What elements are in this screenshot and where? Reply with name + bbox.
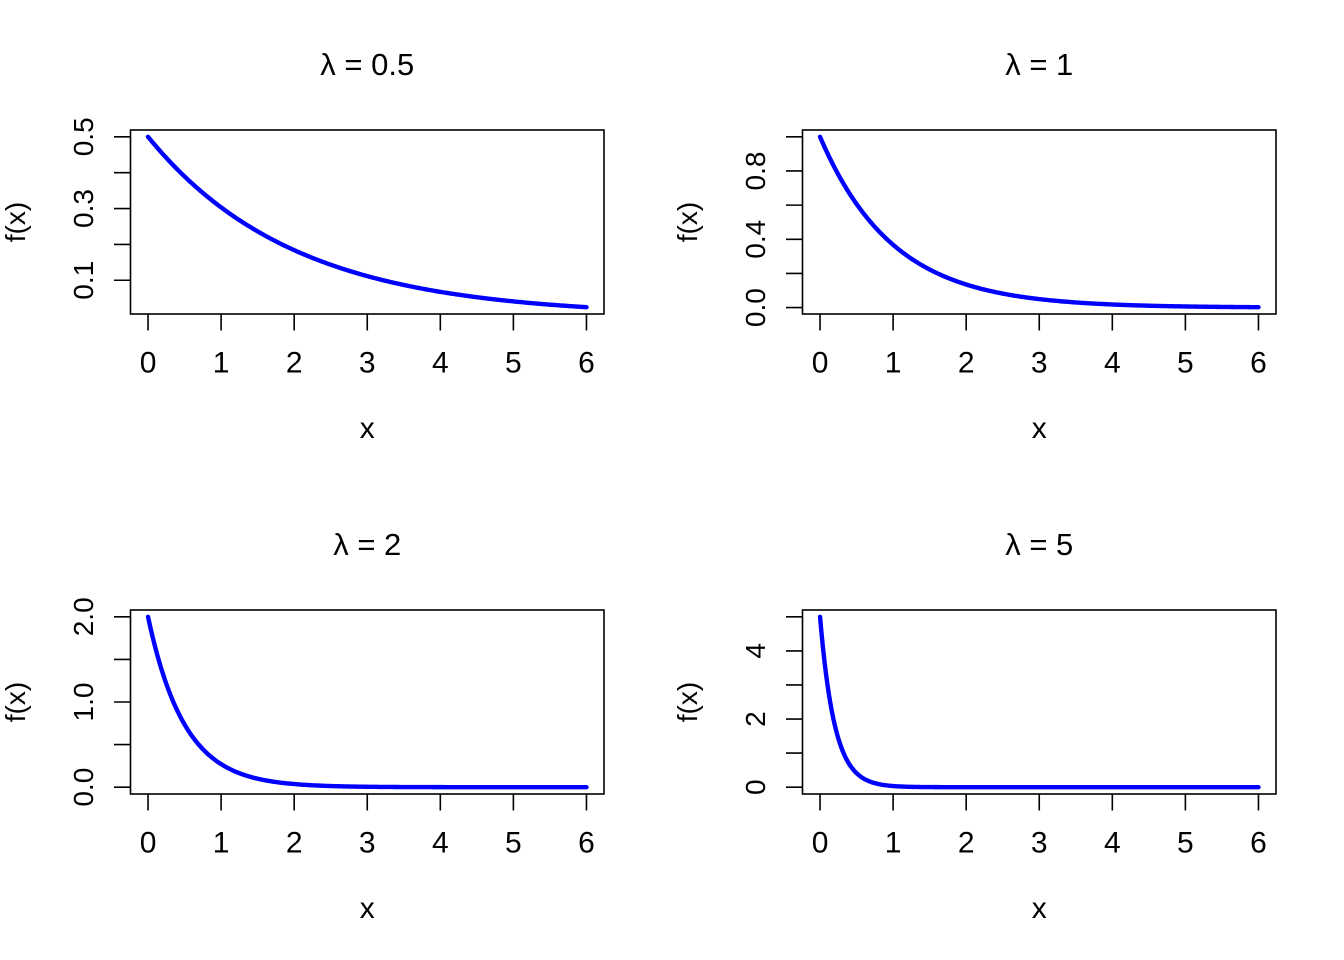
svg-text:6: 6 <box>1250 347 1267 380</box>
svg-text:0.5: 0.5 <box>68 117 99 156</box>
svg-text:1: 1 <box>213 827 230 860</box>
svg-text:f(x): f(x) <box>672 682 703 722</box>
svg-text:2: 2 <box>958 827 975 860</box>
svg-text:5: 5 <box>1177 827 1194 860</box>
svg-text:5: 5 <box>1177 347 1194 380</box>
svg-text:f(x): f(x) <box>0 682 31 722</box>
svg-text:4: 4 <box>1104 827 1121 860</box>
svg-text:f(x): f(x) <box>0 202 31 242</box>
svg-text:6: 6 <box>1250 827 1267 860</box>
svg-text:4: 4 <box>432 827 449 860</box>
svg-text:0: 0 <box>740 779 771 795</box>
svg-text:λ = 1: λ = 1 <box>1005 47 1073 82</box>
svg-text:x: x <box>1032 892 1047 925</box>
svg-text:λ = 2: λ = 2 <box>333 527 401 562</box>
svg-text:0.0: 0.0 <box>68 768 99 807</box>
svg-text:0.1: 0.1 <box>68 261 99 300</box>
svg-text:2: 2 <box>286 347 303 380</box>
svg-text:2: 2 <box>958 347 975 380</box>
svg-text:0.0: 0.0 <box>740 288 771 327</box>
svg-text:5: 5 <box>505 347 522 380</box>
svg-text:f(x): f(x) <box>672 202 703 242</box>
svg-text:1.0: 1.0 <box>68 683 99 722</box>
svg-text:2: 2 <box>286 827 303 860</box>
svg-text:3: 3 <box>1031 827 1048 860</box>
svg-text:x: x <box>360 892 375 925</box>
svg-text:3: 3 <box>1031 347 1048 380</box>
svg-text:6: 6 <box>578 347 595 380</box>
svg-text:1: 1 <box>885 347 902 380</box>
svg-text:x: x <box>1032 412 1047 445</box>
svg-text:3: 3 <box>359 827 376 860</box>
svg-text:λ = 0.5: λ = 0.5 <box>320 47 414 82</box>
svg-text:4: 4 <box>1104 347 1121 380</box>
svg-text:0: 0 <box>140 827 157 860</box>
svg-text:5: 5 <box>505 827 522 860</box>
svg-text:λ = 5: λ = 5 <box>1005 527 1073 562</box>
svg-text:4: 4 <box>432 347 449 380</box>
svg-text:2.0: 2.0 <box>68 597 99 636</box>
svg-text:1: 1 <box>213 347 230 380</box>
svg-text:0.3: 0.3 <box>68 189 99 228</box>
svg-text:0.8: 0.8 <box>740 152 771 191</box>
svg-text:1: 1 <box>885 827 902 860</box>
svg-text:x: x <box>360 412 375 445</box>
svg-text:0: 0 <box>812 827 829 860</box>
svg-text:0.4: 0.4 <box>740 220 771 259</box>
svg-text:0: 0 <box>140 347 157 380</box>
svg-text:0: 0 <box>812 347 829 380</box>
svg-text:4: 4 <box>740 643 771 659</box>
svg-text:2: 2 <box>740 711 771 727</box>
svg-text:3: 3 <box>359 347 376 380</box>
svg-text:6: 6 <box>578 827 595 860</box>
